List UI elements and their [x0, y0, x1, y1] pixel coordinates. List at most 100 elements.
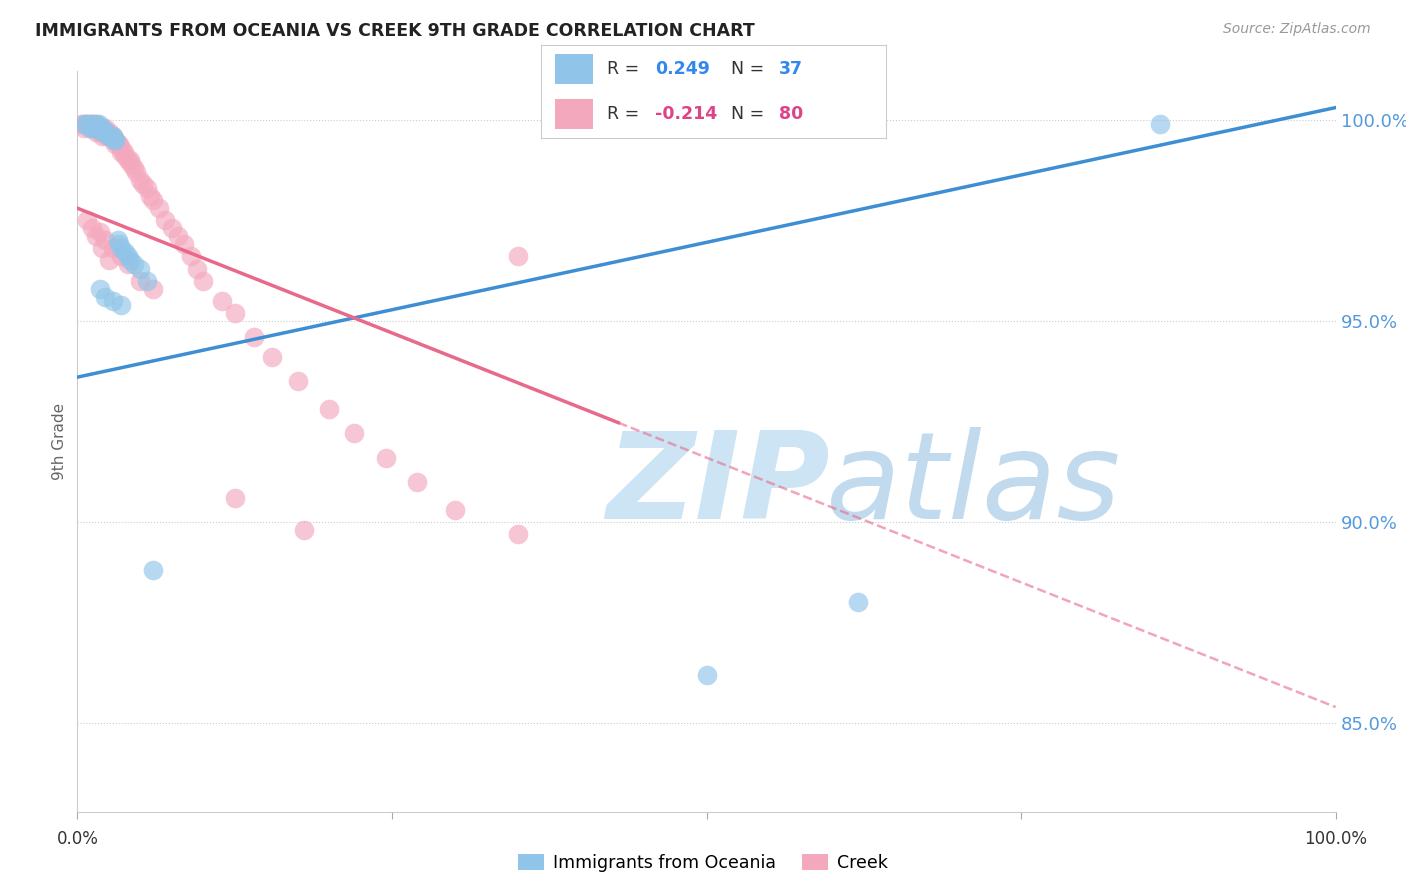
Point	[1149, 117, 1171, 131]
Point	[70, 117, 93, 131]
Point	[82, 221, 104, 235]
Text: R =: R =	[607, 105, 644, 123]
Point	[79, 120, 101, 135]
Point	[120, 153, 142, 167]
Point	[89, 120, 111, 135]
Point	[94, 233, 117, 247]
Point	[75, 117, 97, 131]
Point	[696, 668, 718, 682]
Point	[101, 241, 124, 255]
Point	[101, 133, 124, 147]
Point	[91, 125, 114, 139]
Point	[110, 145, 132, 159]
Point	[224, 306, 246, 320]
Point	[287, 374, 309, 388]
Point	[117, 249, 139, 263]
Text: 0.0%: 0.0%	[56, 830, 98, 848]
Point	[100, 128, 122, 143]
Point	[72, 120, 94, 135]
Point	[129, 274, 152, 288]
Text: ZIP: ZIP	[606, 427, 830, 544]
Point	[122, 258, 145, 272]
Point	[292, 523, 315, 537]
Point	[107, 233, 129, 247]
Point	[82, 117, 104, 131]
Point	[104, 136, 127, 151]
Point	[100, 128, 122, 143]
Point	[89, 225, 111, 239]
Text: N =: N =	[731, 60, 769, 78]
Point	[72, 117, 94, 131]
Text: 100.0%: 100.0%	[1305, 830, 1367, 848]
Point	[104, 133, 127, 147]
Point	[108, 237, 131, 252]
Point	[167, 229, 190, 244]
Text: R =: R =	[607, 60, 644, 78]
Text: atlas: atlas	[827, 427, 1122, 544]
Point	[262, 350, 284, 364]
Point	[117, 153, 139, 167]
Point	[148, 201, 170, 215]
Point	[94, 120, 117, 135]
Point	[129, 173, 152, 187]
Point	[91, 241, 114, 255]
Point	[84, 125, 107, 139]
Point	[96, 125, 118, 139]
Point	[94, 125, 117, 139]
Point	[87, 120, 110, 135]
Text: IMMIGRANTS FROM OCEANIA VS CREEK 9TH GRADE CORRELATION CHART: IMMIGRANTS FROM OCEANIA VS CREEK 9TH GRA…	[35, 22, 755, 40]
Point	[101, 293, 124, 308]
Text: Source: ZipAtlas.com: Source: ZipAtlas.com	[1223, 22, 1371, 37]
Point	[110, 298, 132, 312]
Point	[374, 450, 396, 465]
Point	[104, 133, 127, 147]
Point	[173, 237, 195, 252]
FancyBboxPatch shape	[555, 99, 593, 129]
Point	[91, 128, 114, 143]
Text: 0.249: 0.249	[655, 60, 710, 78]
Point	[84, 229, 107, 244]
Point	[96, 128, 118, 143]
Point	[91, 120, 114, 135]
Point	[110, 241, 132, 255]
Point	[191, 274, 215, 288]
Point	[142, 193, 165, 207]
Point	[101, 128, 124, 143]
Point	[76, 117, 98, 131]
Point	[83, 120, 105, 135]
Point	[120, 157, 142, 171]
Point	[120, 253, 142, 268]
Point	[76, 213, 98, 227]
Point	[125, 165, 148, 179]
Point	[72, 117, 94, 131]
Point	[79, 117, 101, 131]
Point	[79, 117, 101, 131]
Point	[101, 128, 124, 143]
Point	[160, 221, 183, 235]
Text: N =: N =	[731, 105, 769, 123]
Point	[343, 426, 366, 441]
Point	[89, 120, 111, 135]
Point	[96, 125, 118, 139]
Point	[224, 491, 246, 505]
Point	[444, 503, 467, 517]
Point	[129, 261, 152, 276]
Point	[97, 128, 120, 143]
Point	[186, 261, 208, 276]
Point	[83, 120, 105, 135]
Point	[180, 249, 202, 263]
Text: 37: 37	[779, 60, 803, 78]
Point	[82, 117, 104, 131]
Point	[79, 120, 101, 135]
Point	[406, 475, 429, 489]
Point	[242, 330, 264, 344]
Point	[97, 125, 120, 139]
Point	[155, 213, 177, 227]
Point	[112, 145, 135, 159]
Y-axis label: 9th Grade: 9th Grade	[52, 403, 67, 480]
Point	[318, 402, 340, 417]
Text: 80: 80	[779, 105, 803, 123]
Point	[84, 117, 107, 131]
Point	[91, 120, 114, 135]
Point	[89, 282, 111, 296]
